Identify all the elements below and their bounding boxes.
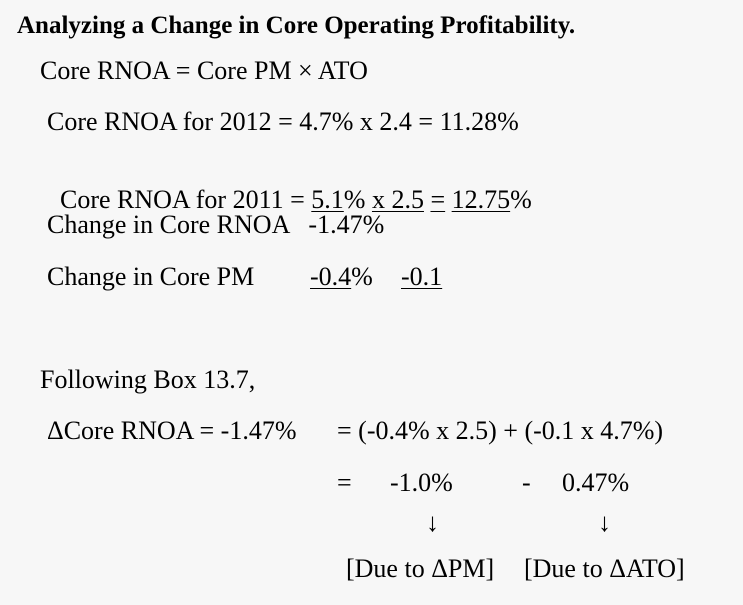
rnoa-2011-line: Core RNOA for 2011 = 5.1% x 2.5 = 12.75%	[47, 161, 532, 213]
result-equals: =	[337, 468, 352, 497]
down-arrow-icon: ↓	[598, 508, 611, 537]
page-title: Analyzing a Change in Core Operating Pro…	[17, 12, 576, 39]
result-minus: -	[522, 468, 531, 497]
change-rnoa-line: Change in Core RNOA -1.47%	[47, 210, 385, 239]
rnoa-2011-equals: =	[430, 185, 446, 214]
rnoa-2012-line: Core RNOA for 2012 = 4.7% x 2.4 = 11.28%	[47, 107, 519, 136]
change-pm-ato: -0.1	[401, 262, 443, 291]
delta-right: = (-0.4% x 2.5) + (-0.1 x 4.7%)	[337, 416, 664, 445]
down-arrow-icon: ↓	[426, 508, 439, 537]
rnoa-2011-result: 12.75	[451, 185, 511, 214]
result-pm-effect: -1.0%	[390, 468, 453, 497]
rnoa-2011-pct2: %	[510, 185, 532, 214]
change-pm-pct: %	[351, 262, 373, 291]
rnoa-2011-prefix: Core RNOA for 2011 =	[60, 185, 312, 214]
rnoa-2011-pct1: %	[343, 185, 372, 214]
due-to-pm: [Due to ΔPM]	[346, 554, 495, 583]
formula-line: Core RNOA = Core PM × ATO	[40, 56, 368, 85]
delta-left: ΔCore RNOA = -1.47%	[47, 416, 297, 445]
change-pm-label: Change in Core PM	[47, 262, 255, 291]
following-line: Following Box 13.7,	[40, 365, 256, 394]
due-to-ato: [Due to ΔATO]	[524, 554, 685, 583]
change-pm-values: -0.4%	[310, 264, 373, 290]
result-ato-effect: 0.47%	[562, 468, 630, 497]
rnoa-2011-pm: 5.1	[311, 185, 344, 214]
rnoa-2011-ato: x 2.5	[371, 185, 424, 214]
change-pm-pm: -0.4	[310, 262, 352, 291]
